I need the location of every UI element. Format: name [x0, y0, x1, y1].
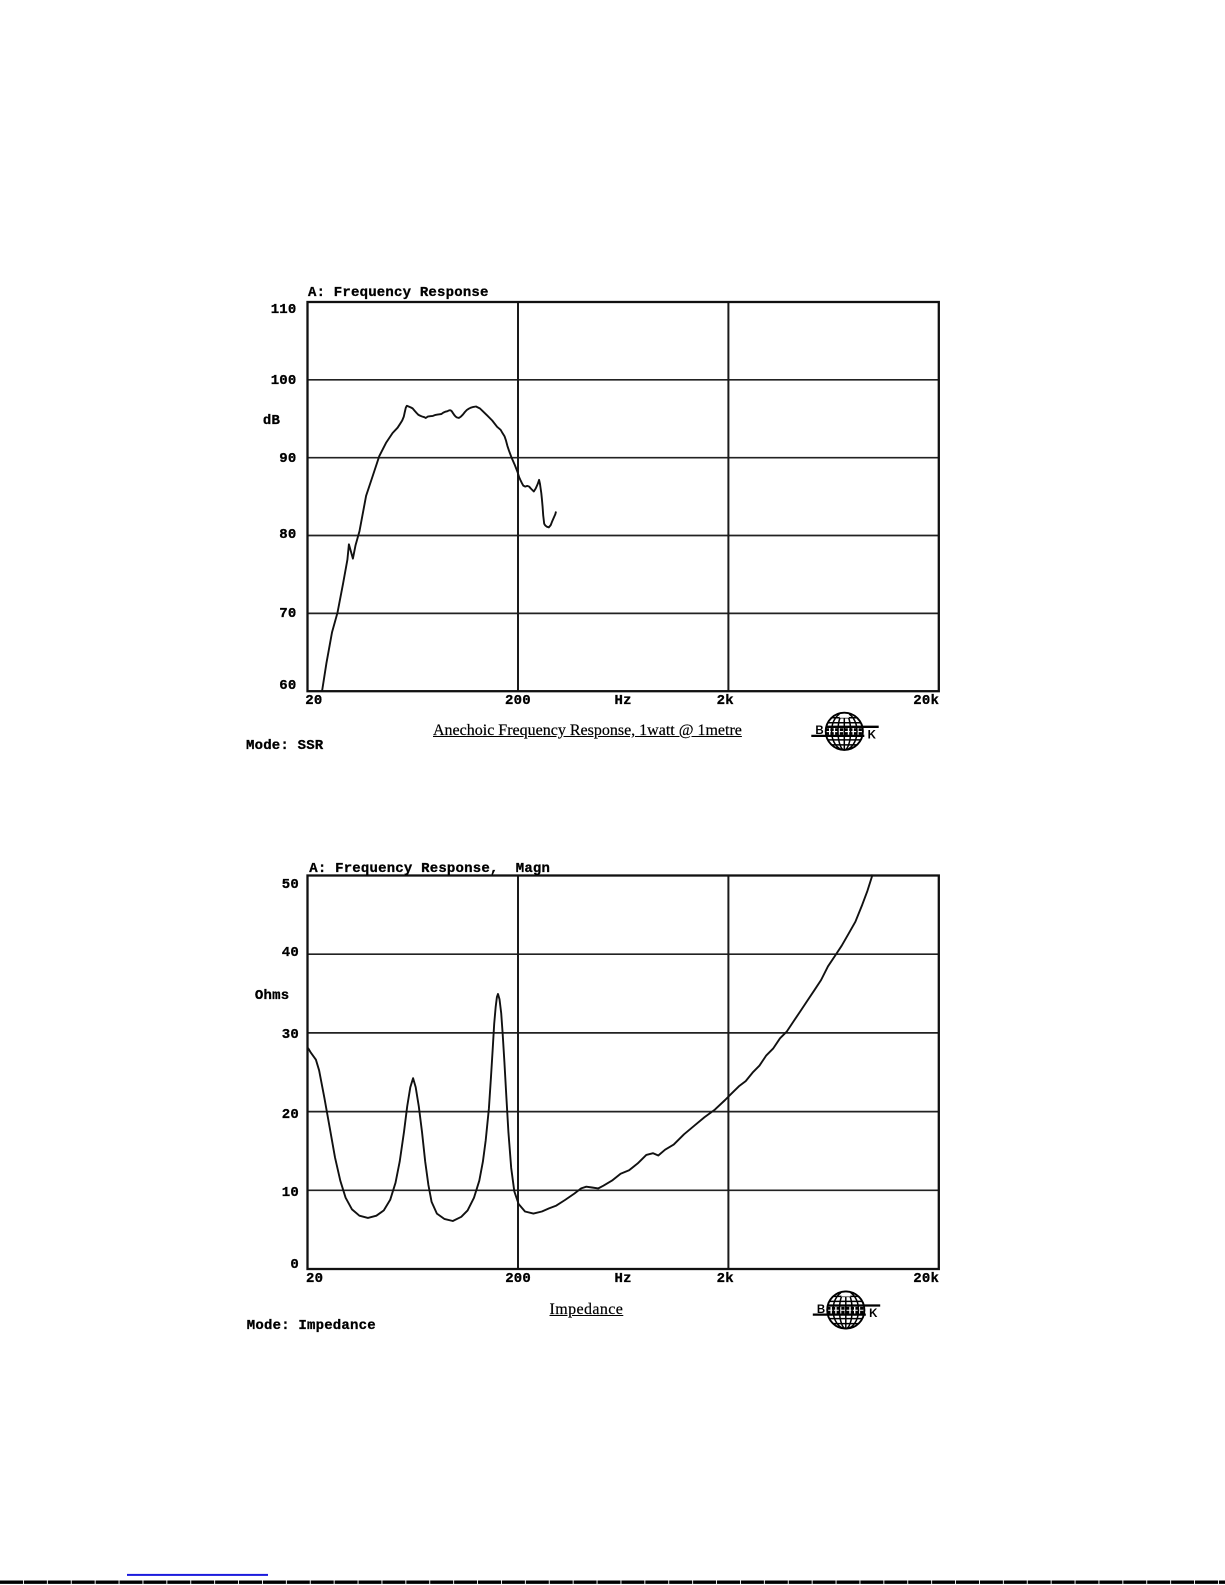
svg-text:B: B	[817, 1304, 825, 1316]
svg-text:B: B	[815, 725, 823, 737]
svg-text:K: K	[868, 730, 877, 742]
svg-text:K: K	[869, 1308, 878, 1320]
